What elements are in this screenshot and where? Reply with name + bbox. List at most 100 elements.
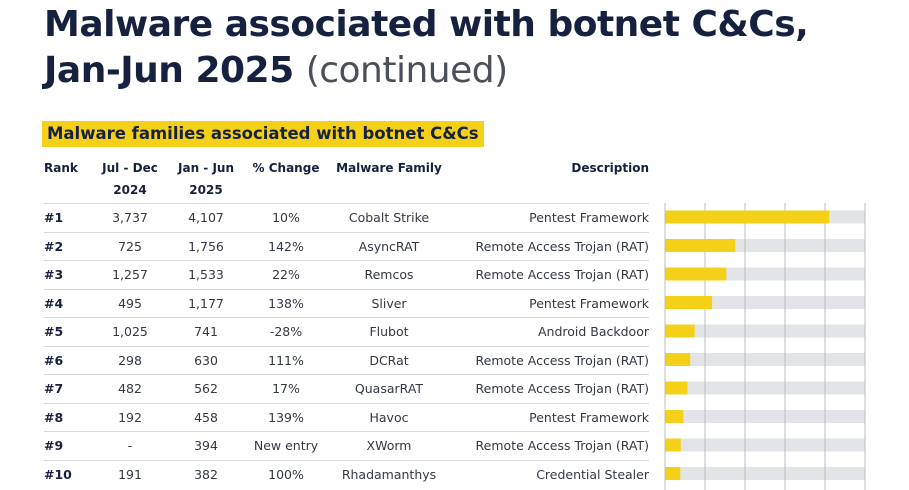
rank-cell: #10	[44, 466, 72, 482]
description-cell: Remote Access Trojan (RAT)	[475, 438, 649, 453]
change-cell: 10%	[272, 210, 300, 225]
family-cell: Rhadamanthys	[341, 466, 437, 482]
bar-xworm	[665, 438, 681, 452]
bar-track	[665, 410, 865, 423]
family-cell: XWorm	[366, 438, 412, 453]
change-cell: 139%	[268, 409, 304, 425]
family-cell: Sliver	[371, 295, 407, 311]
header-jul-dec-line2: 2024	[113, 183, 147, 197]
header-jan-jun-line1: Jan - Jun	[178, 161, 234, 175]
bar-dcrat	[665, 353, 691, 366]
bar-track	[665, 438, 865, 452]
jul-dec-cell: -	[127, 438, 133, 453]
table-row: #5 1,025 741 -28% Flubot Android Backdoor	[44, 317, 649, 346]
jan-jun-cell: 741	[194, 324, 218, 339]
header-rank: Rank	[44, 161, 78, 175]
jul-dec-cell: 192	[118, 409, 142, 425]
table-row: #10 191 382 100% Rhadamanthys Credential Stea…	[44, 459, 649, 489]
jan-jun-cell: 1,533	[188, 267, 224, 282]
description-cell: Remote Access Trojan (RAT)	[475, 381, 649, 396]
change-cell: New entry	[253, 438, 319, 453]
change-cell: 142%	[268, 238, 304, 254]
rank-cell: #8	[44, 409, 64, 425]
family-cell: Havoc	[369, 409, 409, 425]
rank-cell: #5	[44, 324, 64, 339]
description-cell: Android Backdoor	[537, 324, 649, 339]
bar-track	[665, 296, 865, 309]
description-cell: Credential Stealer	[536, 466, 649, 482]
table-row: #8 192 458 139% Havoc Pentest Framework	[44, 402, 649, 432]
header-jan-jun: Jan - Jun 2025	[168, 157, 244, 201]
jul-dec-cell: 298	[118, 352, 142, 368]
bar-quasarrat	[665, 381, 688, 395]
description-cell: Remote Access Trojan (RAT)	[475, 238, 649, 254]
jan-jun-cell: 630	[194, 352, 218, 368]
jan-jun-cell: 1,756	[188, 238, 224, 254]
table-row: #2 725 1,756 142% AsyncRAT Remote Access Troj…	[44, 231, 649, 261]
table-row: #6 298 630 111% DCRat Remote Access Trojan (R…	[44, 345, 649, 375]
bar-remcos	[665, 267, 727, 281]
page-title: Malware associated with botnet C&Cs, Jan…	[44, 2, 904, 94]
table-row: #1 3,737 4,107 10% Cobalt Strike Pentest Fram…	[44, 203, 649, 232]
description-cell: Remote Access Trojan (RAT)	[475, 267, 649, 282]
rank-cell: #3	[44, 267, 64, 282]
family-cell: Cobalt Strike	[348, 210, 430, 225]
rank-cell: #2	[44, 238, 64, 254]
family-cell: Remcos	[364, 267, 414, 282]
table-subtitle: Malware families associated with botnet …	[42, 121, 484, 147]
jul-dec-cell: 725	[118, 238, 142, 254]
description-cell: Pentest Framework	[529, 210, 649, 225]
rank-cell: #7	[44, 381, 64, 396]
rank-cell: #4	[44, 295, 64, 311]
bar-track	[665, 353, 865, 366]
jul-dec-cell: 482	[118, 381, 142, 396]
table-row: #7 482 562 17% QuasarRAT Remote Access Trojan…	[44, 374, 649, 403]
bar-track	[665, 381, 865, 395]
jul-dec-cell: 3,737	[112, 210, 148, 225]
table-row: #4 495 1,177 138% Sliver Pentest Framework	[44, 288, 649, 318]
bar-track	[665, 324, 865, 338]
table-row: #9 - 394 New entry XWorm Remote Access Trojan…	[44, 431, 649, 460]
description-cell: Remote Access Trojan (RAT)	[475, 352, 649, 368]
jan-jun-cell: 382	[194, 466, 218, 482]
bar-asyncrat	[665, 239, 736, 252]
change-cell: 138%	[268, 295, 304, 311]
change-cell: 100%	[268, 466, 304, 482]
header-family: Malware Family	[336, 161, 442, 175]
jan-jun-cell: 394	[194, 438, 218, 453]
bar-sliver	[665, 296, 713, 309]
jan-jun-cell: 4,107	[188, 210, 224, 225]
family-cell: DCRat	[369, 352, 409, 368]
bar-track	[665, 467, 865, 480]
jul-dec-cell: 495	[118, 295, 142, 311]
description-cell: Pentest Framework	[529, 295, 649, 311]
family-cell: QuasarRAT	[354, 381, 424, 396]
change-cell: 111%	[268, 352, 304, 368]
header-change: % Change	[252, 161, 320, 175]
description-cell: Pentest Framework	[529, 409, 649, 425]
family-cell: AsyncRAT	[358, 238, 420, 254]
jan-jun-cell: 562	[194, 381, 218, 396]
title-continued: (continued)	[305, 50, 508, 91]
change-cell: 22%	[272, 267, 300, 282]
bar-havoc	[665, 410, 684, 423]
bar-cobalt-strike	[665, 210, 830, 224]
family-cell: Flubot	[369, 324, 409, 339]
title-period: Jan-Jun 2025	[44, 50, 294, 91]
header-description: Description	[571, 161, 649, 175]
title-line-1: Malware associated with botnet C&Cs,	[44, 4, 809, 45]
change-cell: -28%	[269, 324, 303, 339]
jan-jun-cell: 1,177	[188, 295, 224, 311]
jan-jun-cell: 458	[194, 409, 218, 425]
jul-dec-cell: 1,257	[112, 267, 148, 282]
change-cell: 17%	[272, 381, 300, 396]
bar-rhadamanthys	[665, 467, 681, 480]
jul-dec-cell: 191	[118, 466, 142, 482]
title-line-2: Jan-Jun 2025 (continued)	[44, 48, 904, 94]
header-jul-dec: Jul - Dec 2024	[92, 157, 168, 201]
rank-cell: #1	[44, 210, 64, 225]
jul-dec-cell: 1,025	[112, 324, 148, 339]
header-jul-dec-line1: Jul - Dec	[102, 161, 158, 175]
header-jan-jun-line2: 2025	[189, 183, 223, 197]
